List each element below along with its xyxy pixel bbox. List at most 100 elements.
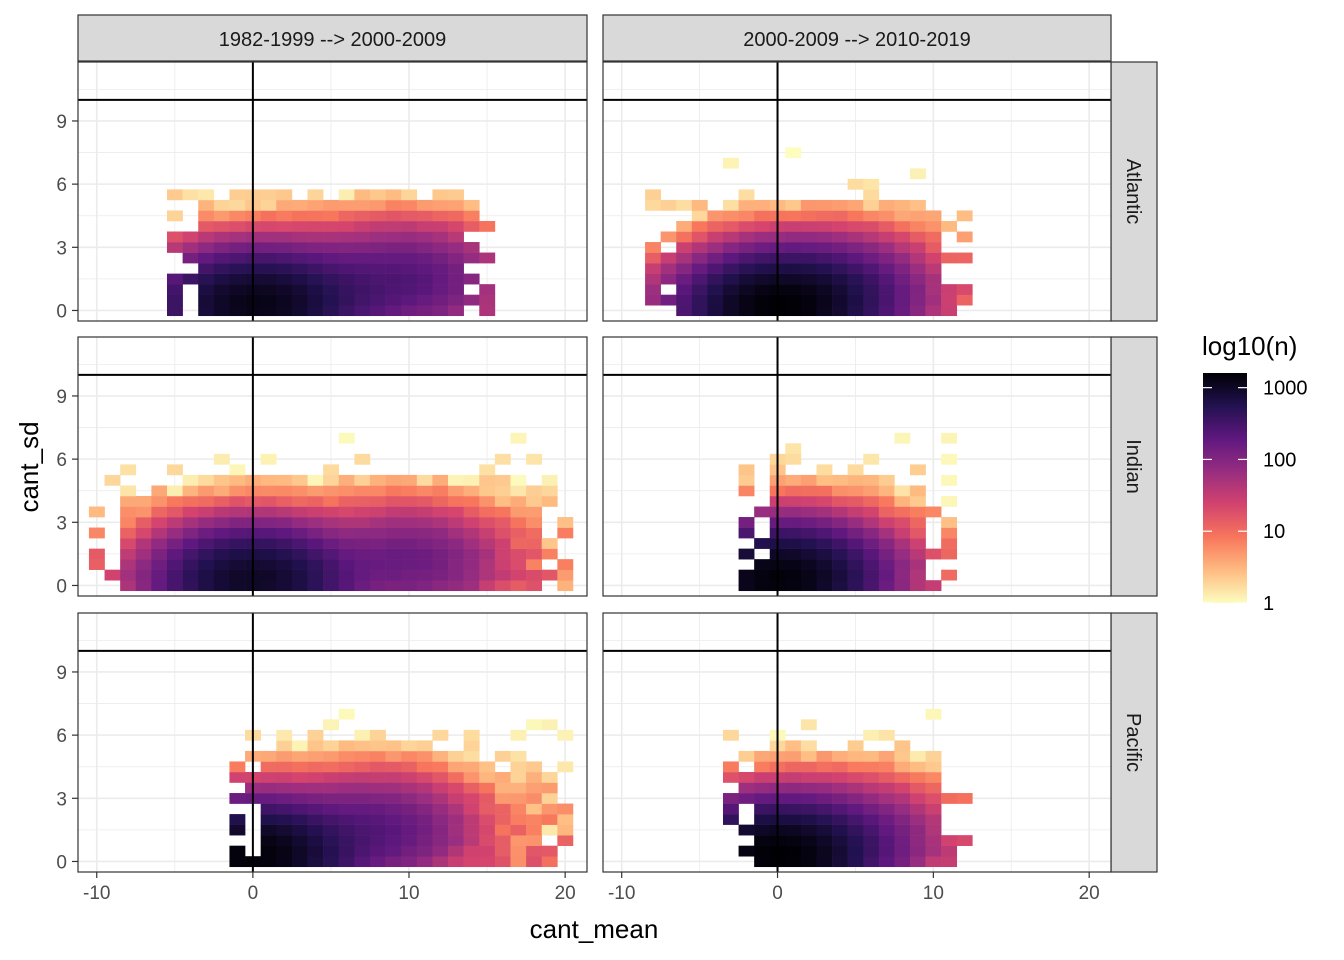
- x-tick-label: 10: [923, 883, 944, 904]
- heatmap-tile: [510, 793, 527, 804]
- heatmap-tile: [432, 294, 449, 306]
- heatmap-tile: [479, 284, 496, 295]
- heatmap-tile: [894, 580, 911, 592]
- heatmap-tile: [941, 474, 958, 486]
- heatmap-tile: [416, 242, 433, 253]
- heatmap-tile: [909, 495, 926, 507]
- heatmap-tile: [878, 210, 895, 222]
- heatmap-tile: [941, 517, 958, 528]
- heatmap-tile: [863, 845, 880, 857]
- heatmap-tile: [354, 814, 371, 825]
- heatmap-tile: [276, 814, 293, 825]
- heatmap-tile: [338, 771, 355, 783]
- heatmap-tile: [738, 210, 755, 222]
- heatmap-tile: [198, 548, 215, 560]
- panel-atlantic-1: [602, 61, 1112, 322]
- heatmap-tile: [754, 252, 771, 264]
- heatmap-tile: [151, 580, 168, 592]
- heatmap-tile: [416, 824, 433, 836]
- heatmap-tile: [369, 740, 386, 752]
- heatmap-tile: [863, 538, 880, 549]
- heatmap-tile: [260, 485, 277, 497]
- heatmap-tile: [785, 263, 802, 274]
- heatmap-tile: [863, 580, 880, 592]
- heatmap-tile: [557, 559, 574, 570]
- heatmap-tile: [847, 305, 864, 317]
- heatmap-tile: [494, 495, 511, 507]
- heatmap-tile: [816, 220, 833, 232]
- heatmap-tile: [463, 242, 480, 253]
- heatmap-tile: [323, 517, 340, 528]
- heatmap-tile: [276, 782, 293, 794]
- heatmap-tile: [213, 294, 230, 306]
- heatmap-tile: [909, 845, 926, 857]
- heatmap-tile: [416, 220, 433, 232]
- heatmap-tile: [323, 284, 340, 295]
- heatmap-tile: [416, 263, 433, 274]
- heatmap-tile: [338, 305, 355, 317]
- heatmap-tile: [229, 210, 246, 222]
- heatmap-tile: [166, 580, 183, 592]
- heatmap-tile: [510, 814, 527, 825]
- heatmap-tile: [432, 231, 449, 243]
- heatmap-tile: [354, 538, 371, 549]
- heatmap-tile: [479, 856, 496, 868]
- heatmap-tile: [338, 294, 355, 306]
- heatmap-tile: [120, 580, 137, 592]
- heatmap-tile: [909, 210, 926, 222]
- heatmap-tile: [722, 294, 739, 306]
- heatmap-tile: [722, 252, 739, 264]
- heatmap-tile: [526, 538, 543, 549]
- heatmap-tile: [894, 263, 911, 274]
- y-tick-label: 3: [56, 238, 67, 259]
- heatmap-tile: [510, 548, 527, 560]
- heatmap-tile: [479, 305, 496, 317]
- heatmap-tile: [754, 856, 771, 868]
- heatmap-tile: [463, 527, 480, 539]
- heatmap-tile: [291, 580, 308, 592]
- heatmap-tile: [800, 569, 817, 581]
- heatmap-tile: [323, 824, 340, 836]
- heatmap-tile: [754, 210, 771, 222]
- heatmap-tile: [816, 559, 833, 570]
- heatmap-tile: [276, 740, 293, 752]
- heatmap-tile: [229, 793, 246, 804]
- heatmap-tile: [707, 231, 724, 243]
- heatmap-tile: [863, 284, 880, 295]
- heatmap-tile: [416, 506, 433, 518]
- heatmap-tile: [557, 527, 574, 539]
- heatmap-tile: [369, 782, 386, 794]
- heatmap-tile: [432, 210, 449, 222]
- heatmap-tile: [291, 284, 308, 295]
- heatmap-tile: [229, 548, 246, 560]
- heatmap-tile: [323, 719, 340, 731]
- heatmap-tile: [925, 305, 942, 317]
- heatmap-tile: [479, 814, 496, 825]
- heatmap-tile: [369, 835, 386, 846]
- heatmap-tile: [754, 782, 771, 794]
- heatmap-tile: [878, 750, 895, 762]
- heatmap-tile: [909, 168, 926, 180]
- heatmap-tile: [135, 495, 152, 507]
- heatmap-tile: [323, 263, 340, 274]
- heatmap-tile: [925, 284, 942, 295]
- heatmap-tile: [448, 782, 464, 794]
- heatmap-tile: [354, 506, 371, 518]
- heatmap-tile: [369, 506, 386, 518]
- heatmap-tile: [463, 210, 480, 222]
- heatmap-tile: [832, 199, 848, 211]
- heatmap-tile: [354, 835, 371, 846]
- heatmap-tile: [707, 242, 724, 253]
- heatmap-tile: [510, 750, 527, 762]
- heatmap-tile: [909, 485, 926, 497]
- heatmap-tile: [354, 210, 371, 222]
- heatmap-tile: [307, 845, 324, 857]
- heatmap-tile: [832, 294, 848, 306]
- heatmap-tile: [260, 242, 277, 253]
- heatmap-tile: [401, 548, 418, 560]
- heatmap-tile: [847, 485, 864, 497]
- heatmap-tile: [645, 284, 661, 295]
- row-strip-bg-2: [1110, 612, 1158, 873]
- heatmap-tile: [416, 495, 433, 507]
- heatmap-tile: [338, 273, 355, 285]
